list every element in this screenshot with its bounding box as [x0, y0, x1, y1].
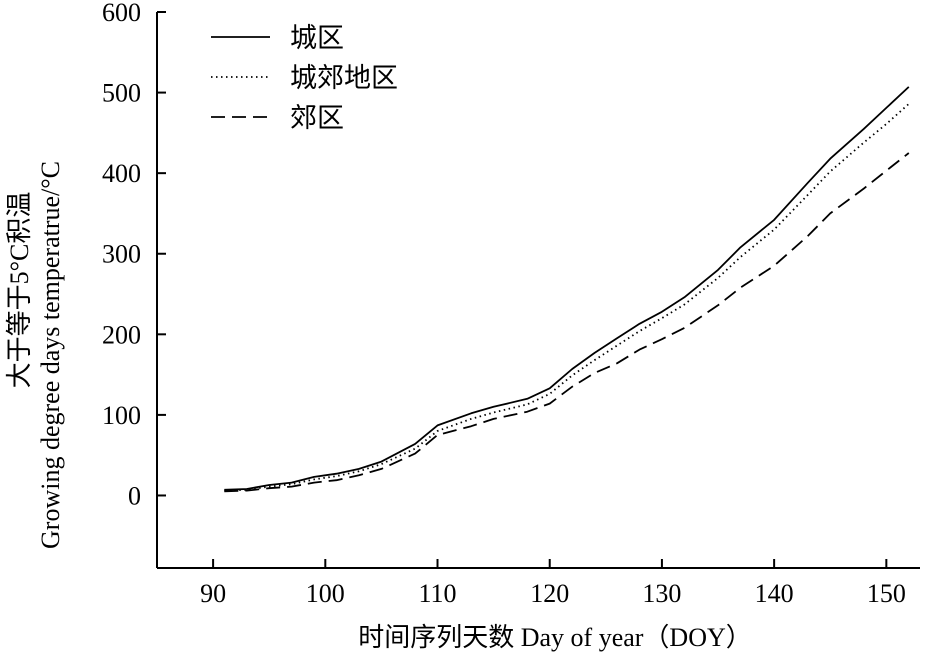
y-tick-label: 600: [102, 0, 141, 27]
series-line-1: [224, 86, 910, 491]
x-tick-label: 90: [200, 579, 226, 608]
x-tick-label: 100: [306, 579, 345, 608]
x-axis-title: 时间序列天数 Day of year（DOY）: [358, 623, 752, 652]
series-lines: [224, 86, 910, 493]
y-tick-label: 0: [128, 481, 141, 510]
x-tick-label: 130: [642, 579, 681, 608]
series-line-3: [224, 152, 910, 493]
x-tick-label: 150: [867, 579, 906, 608]
legend-label-3: 郊区: [290, 103, 344, 133]
x-tick-label: 140: [755, 579, 794, 608]
x-tick-label: 110: [418, 579, 456, 608]
y-axis-title: 大于等于5°C积温 Growing degree days temperatru…: [5, 161, 65, 549]
y-axis-title-line-1: 大于等于5°C积温: [5, 192, 34, 389]
axes: 0 100 200 300 400 500 600 90 100 110 120 130 140 150: [102, 0, 920, 608]
y-tick-label: 400: [102, 159, 141, 188]
y-tick-label: 300: [102, 240, 141, 269]
legend-label-2: 城郊地区: [290, 63, 398, 93]
y-tick-label: 200: [102, 320, 141, 349]
series-line-2: [224, 103, 910, 492]
y-axis-title-line-2: Growing degree days temperatrue/°C: [36, 161, 65, 549]
x-tick-label: 120: [530, 579, 569, 608]
legend-label-1: 城区: [290, 23, 344, 53]
y-tick-label: 500: [102, 79, 141, 108]
y-tick-label: 100: [102, 401, 141, 430]
